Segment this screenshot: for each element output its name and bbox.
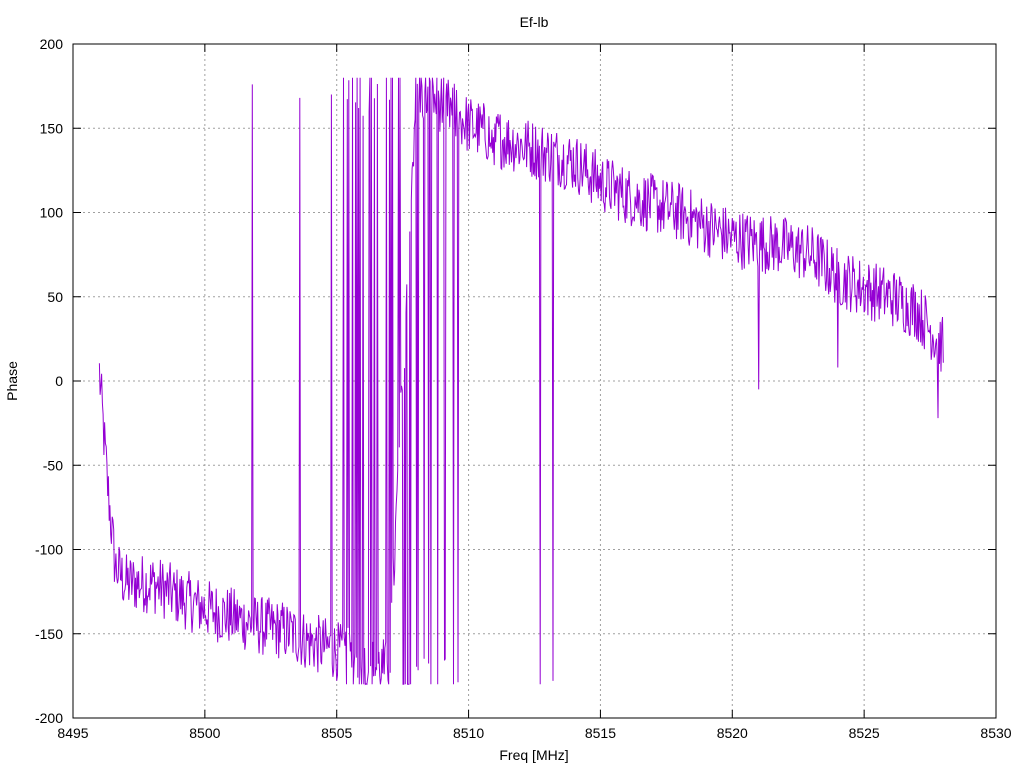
- x-tick-labels: 8495 8500 8505 8510 8515 8520 8525 8530: [57, 725, 1011, 741]
- y-tick-label: 100: [40, 205, 64, 221]
- x-tick-label: 8530: [980, 725, 1011, 741]
- y-tick-label: 150: [40, 120, 64, 136]
- y-tick-label: -50: [43, 457, 63, 473]
- y-tick-label: 200: [40, 36, 64, 52]
- x-tick-label: 8520: [717, 725, 748, 741]
- phase-series-line: [98, 77, 944, 686]
- y-tick-label: -150: [35, 626, 63, 642]
- x-tick-label: 8500: [189, 725, 220, 741]
- y-axis-label: Phase: [4, 361, 20, 401]
- x-tick-label: 8505: [321, 725, 352, 741]
- y-tick-label: -100: [35, 542, 63, 558]
- tick-marks: [72, 43, 997, 719]
- x-tick-label: 8515: [585, 725, 616, 741]
- y-tick-label: 0: [55, 373, 63, 389]
- grid-lines: [73, 44, 996, 718]
- series-layer: [98, 77, 944, 686]
- x-axis-label: Freq [MHz]: [499, 747, 568, 763]
- x-tick-label: 8495: [57, 725, 88, 741]
- x-tick-label: 8510: [453, 725, 484, 741]
- chart-title: Ef-lb: [520, 14, 549, 30]
- y-tick-label: 50: [47, 289, 63, 305]
- x-tick-label: 8525: [849, 725, 880, 741]
- y-tick-labels: -200 -150 -100 -50 0 50 100 150 200: [35, 36, 63, 726]
- y-tick-label: -200: [35, 710, 63, 726]
